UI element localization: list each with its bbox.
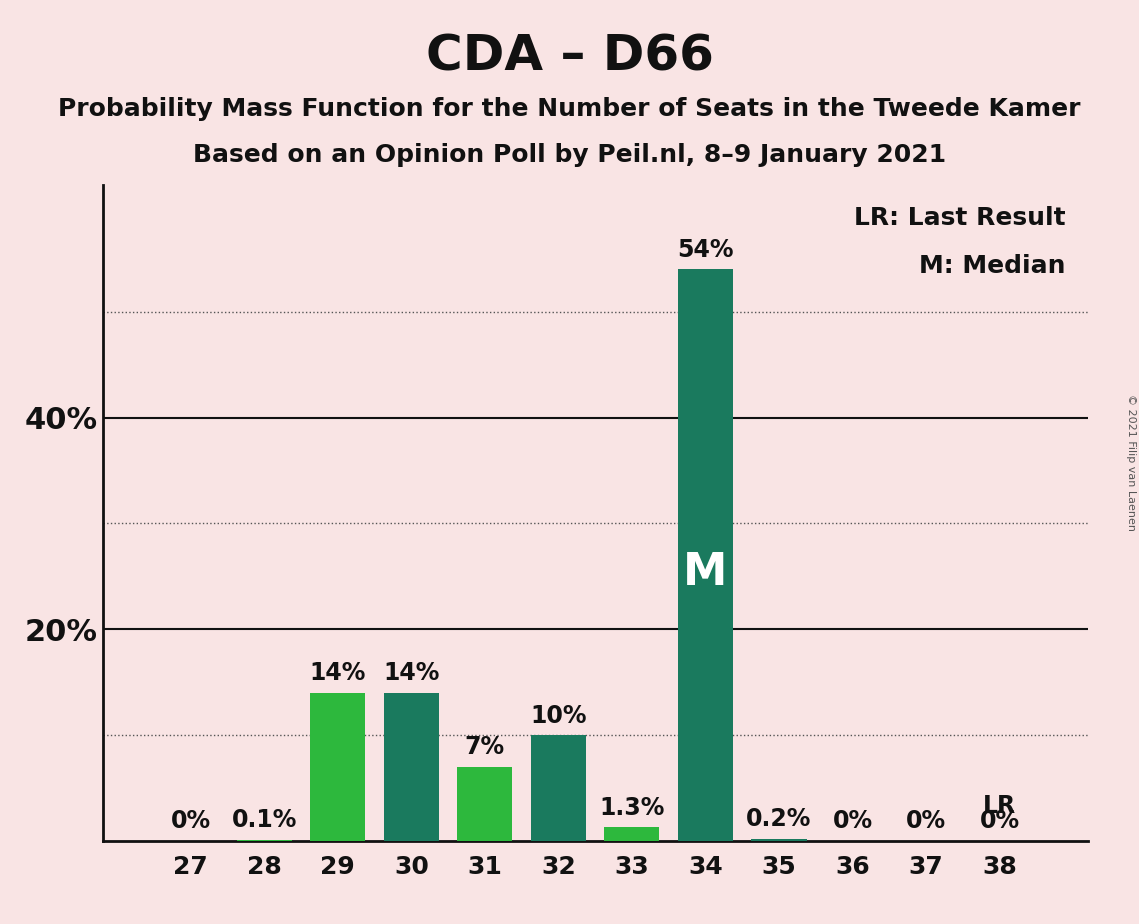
Text: 54%: 54% bbox=[678, 238, 734, 262]
Text: 0%: 0% bbox=[906, 809, 947, 833]
Text: 14%: 14% bbox=[310, 662, 366, 686]
Text: LR: Last Result: LR: Last Result bbox=[854, 206, 1066, 230]
Text: Based on an Opinion Poll by Peil.nl, 8–9 January 2021: Based on an Opinion Poll by Peil.nl, 8–9… bbox=[192, 143, 947, 167]
Text: 10%: 10% bbox=[530, 703, 587, 727]
Text: 0%: 0% bbox=[833, 809, 872, 833]
Text: 0.1%: 0.1% bbox=[231, 808, 297, 833]
Text: 1.3%: 1.3% bbox=[599, 796, 664, 820]
Text: 0%: 0% bbox=[980, 809, 1019, 833]
Bar bbox=[237, 840, 292, 841]
Bar bbox=[457, 767, 513, 841]
Bar bbox=[605, 827, 659, 841]
Text: M: M bbox=[683, 551, 728, 594]
Text: 7%: 7% bbox=[465, 736, 505, 760]
Text: 0%: 0% bbox=[171, 809, 211, 833]
Bar bbox=[384, 693, 439, 841]
Bar bbox=[531, 735, 585, 841]
Bar bbox=[752, 839, 806, 841]
Text: © 2021 Filip van Laenen: © 2021 Filip van Laenen bbox=[1126, 394, 1136, 530]
Bar bbox=[310, 693, 366, 841]
Text: Probability Mass Function for the Number of Seats in the Tweede Kamer: Probability Mass Function for the Number… bbox=[58, 97, 1081, 121]
Text: M: Median: M: Median bbox=[919, 253, 1066, 277]
Text: CDA – D66: CDA – D66 bbox=[426, 32, 713, 80]
Text: 0.2%: 0.2% bbox=[746, 808, 812, 832]
Text: 14%: 14% bbox=[383, 662, 440, 686]
Bar bbox=[678, 270, 734, 841]
Text: LR: LR bbox=[983, 794, 1016, 818]
